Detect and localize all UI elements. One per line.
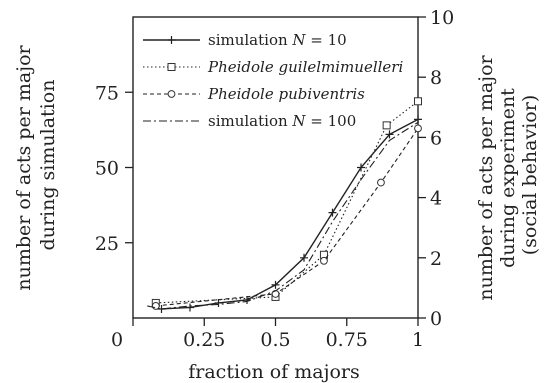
data-point [320, 256, 328, 265]
data-point [414, 115, 422, 124]
y-right-axis-title-line-2: during experiment [497, 88, 519, 268]
x-tick-label: 1 [412, 329, 424, 351]
legend: simulation N = 10 Pheidole guilelmimuelle… [143, 31, 403, 130]
series-3 [147, 121, 419, 310]
data-point [414, 97, 422, 106]
y-right-axis-title-line-1: number of acts per major [475, 55, 497, 301]
y-right-tick-label: 8 [430, 67, 442, 89]
y-left-tick-label: 75 [95, 82, 119, 104]
series-layer [147, 97, 422, 313]
y-right-axis-title: number of acts per major during experime… [475, 49, 541, 300]
data-point [214, 298, 223, 307]
y-left-axis-title-line-2: during simulation [37, 80, 59, 251]
y-right-axis-title-line-3: (social behavior) [519, 95, 541, 255]
data-point [167, 36, 176, 44]
series-line [161, 118, 419, 310]
legend-entry: simulation N = 100 [143, 112, 356, 130]
legend-label: Pheidole guilelmimuelleri [207, 58, 403, 76]
x-tick-label: 0.75 [326, 329, 368, 351]
x-tick-label: 0 [111, 329, 123, 351]
y-right-tick-label: 6 [430, 127, 442, 149]
series-0 [157, 115, 422, 313]
data-point [385, 130, 394, 139]
y-right-tick-label: 10 [430, 7, 454, 29]
series-line [155, 100, 419, 304]
y-right-tick-label: 4 [430, 188, 442, 210]
legend-entry: Pheidole guilelmimuelleri [143, 58, 403, 76]
x-tick-label: 0.5 [260, 329, 290, 351]
legend-label: simulation N = 100 [208, 112, 356, 130]
data-point [382, 121, 391, 130]
series-line [147, 121, 419, 310]
y-left-tick-label: 50 [95, 158, 119, 180]
data-point [328, 208, 337, 217]
data-point [167, 63, 176, 71]
legend-entry: simulation N = 10 [143, 31, 347, 49]
y-left-tick-label: 25 [95, 233, 119, 255]
series-2 [151, 124, 422, 310]
x-axis-title: fraction of majors [188, 361, 360, 383]
data-point [167, 90, 176, 98]
y-right-tick-label: 0 [430, 308, 442, 330]
data-point [377, 178, 385, 187]
series-line [155, 128, 419, 307]
data-point [414, 124, 422, 133]
data-point [357, 163, 365, 172]
ticks: 0 0.25 0.5 0.75 1 25 50 75 0 2 4 6 8 10 [95, 7, 454, 351]
x-tick-label: 0.25 [183, 329, 225, 351]
y-left-axis-title-line-1: number of acts per major [13, 45, 35, 291]
data-point [186, 303, 194, 312]
data-point [271, 280, 280, 289]
legend-entry: Pheidole pubiventris [143, 85, 365, 103]
y-left-axis-title: number of acts per major during simulati… [13, 39, 59, 290]
legend-label: Pheidole pubiventris [207, 85, 365, 103]
legend-label: simulation N = 10 [208, 31, 347, 49]
y-right-tick-label: 2 [430, 248, 442, 270]
data-point [300, 253, 308, 262]
